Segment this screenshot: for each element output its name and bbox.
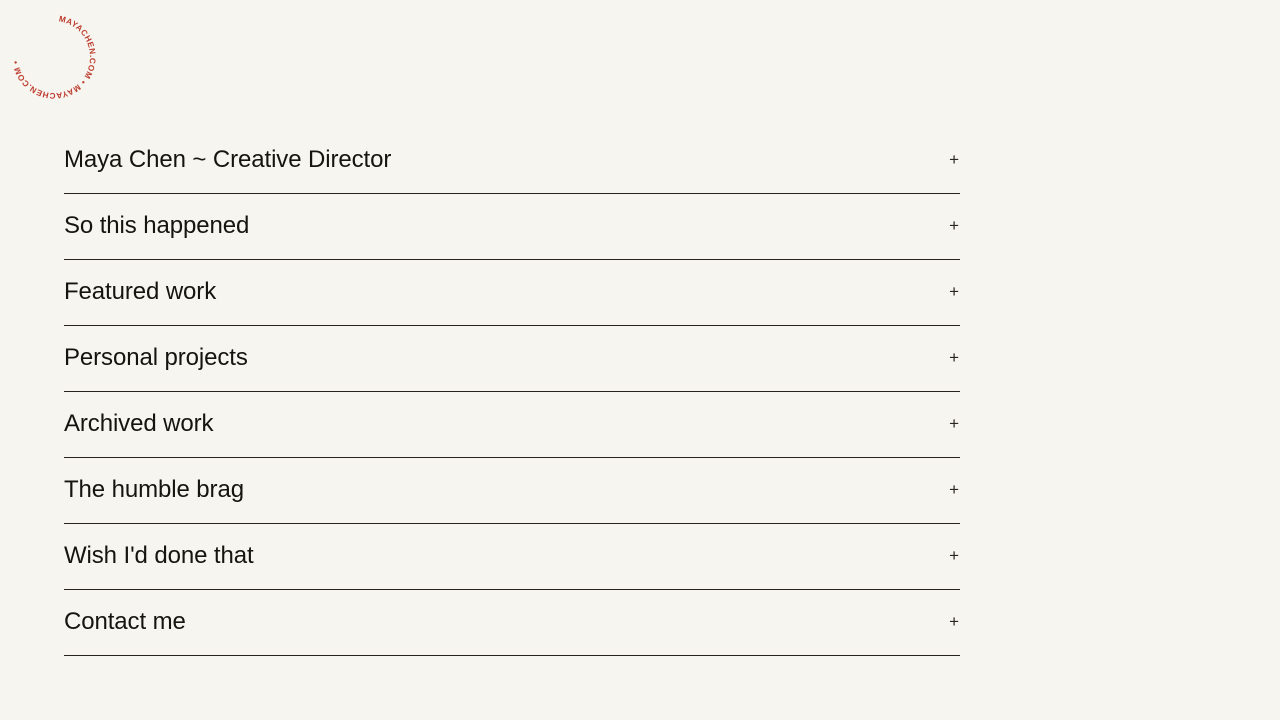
plus-icon[interactable]: +: [949, 546, 959, 566]
accordion-row-inner: Archived work +: [64, 392, 960, 456]
accordion-row-6[interactable]: Wish I'd done that +: [64, 524, 960, 590]
accordion-row-inner: Contact me +: [64, 590, 960, 654]
accordion-row-inner: So this happened +: [64, 194, 960, 258]
plus-icon[interactable]: +: [949, 414, 959, 434]
accordion-title: Maya Chen ~ Creative Director: [64, 145, 392, 173]
accordion-row-3[interactable]: Personal projects +: [64, 326, 960, 392]
accordion-list: Maya Chen ~ Creative Director + So this …: [64, 128, 960, 656]
plus-icon[interactable]: +: [949, 612, 959, 632]
plus-icon[interactable]: +: [949, 348, 959, 368]
site-logo[interactable]: MAYACHEN.COM • MAYACHEN.COM •: [10, 13, 98, 101]
accordion-title: Archived work: [64, 409, 214, 437]
plus-icon[interactable]: +: [949, 150, 959, 170]
accordion-row-inner: Personal projects +: [64, 326, 960, 390]
accordion-row-0[interactable]: Maya Chen ~ Creative Director +: [64, 128, 960, 194]
accordion-title: Contact me: [64, 607, 186, 635]
accordion-row-inner: The humble brag +: [64, 458, 960, 522]
accordion-title: The humble brag: [64, 475, 244, 503]
plus-icon[interactable]: +: [949, 480, 959, 500]
logo-ring-textpath: MAYACHEN.COM • MAYACHEN.COM •: [11, 14, 96, 100]
accordion-row-inner: Featured work +: [64, 260, 960, 324]
logo-ring-text: MAYACHEN.COM • MAYACHEN.COM •: [11, 14, 97, 100]
plus-icon[interactable]: +: [949, 216, 959, 236]
accordion-title: Featured work: [64, 277, 217, 305]
plus-icon[interactable]: +: [949, 282, 959, 302]
accordion-title: Wish I'd done that: [64, 541, 254, 569]
accordion-row-4[interactable]: Archived work +: [64, 392, 960, 458]
accordion-row-1[interactable]: So this happened +: [64, 194, 960, 260]
accordion-row-inner: Wish I'd done that +: [64, 524, 960, 588]
accordion-row-2[interactable]: Featured work +: [64, 260, 960, 326]
accordion-title: So this happened: [64, 211, 250, 239]
accordion-row-inner: Maya Chen ~ Creative Director +: [64, 128, 960, 192]
accordion-row-5[interactable]: The humble brag +: [64, 458, 960, 524]
accordion-row-7[interactable]: Contact me +: [64, 590, 960, 656]
accordion-title: Personal projects: [64, 343, 248, 371]
